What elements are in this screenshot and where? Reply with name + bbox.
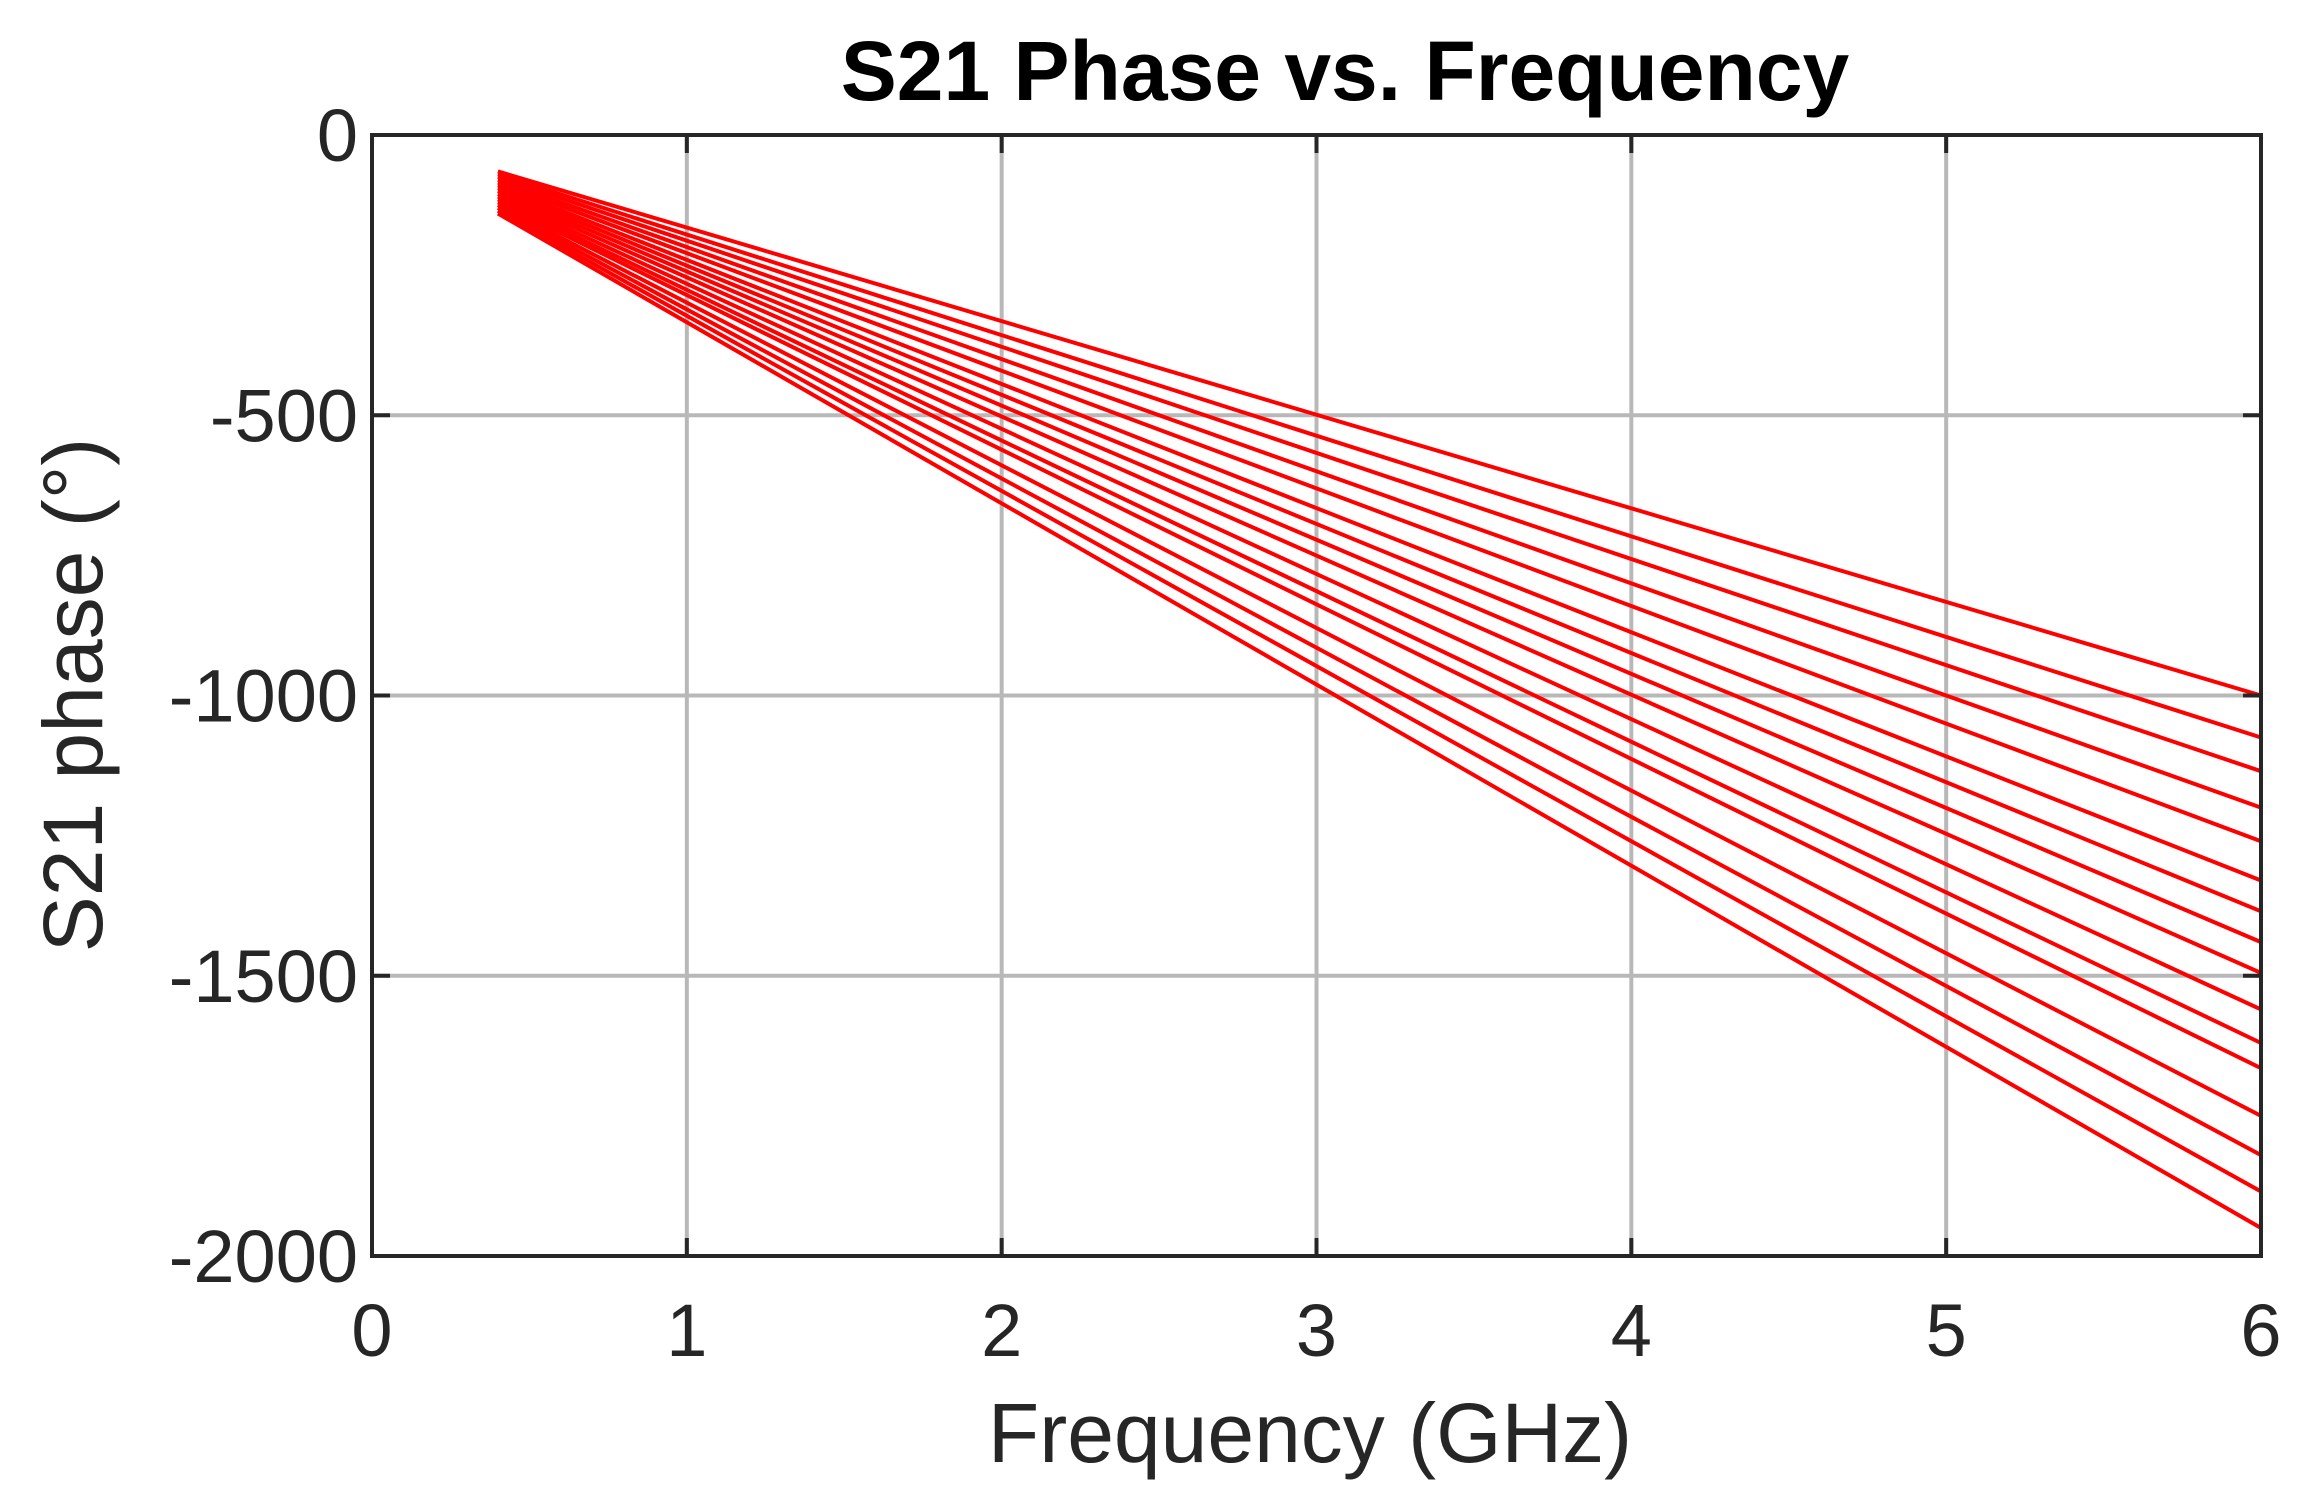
series-line-16 — [496, 211, 2262, 1230]
series-line-6 — [497, 183, 2262, 883]
y-tick-label: -1500 — [169, 935, 358, 1018]
series-line-3 — [497, 175, 2262, 774]
y-tick-label: -1000 — [169, 655, 358, 738]
series-line-5 — [497, 180, 2262, 844]
series-line-7 — [497, 186, 2262, 914]
y-tick-labels: 0 -500 -1000 -1500 -2000 — [169, 94, 358, 1298]
series-line-12 — [497, 200, 2262, 1070]
x-tick-label: 6 — [2240, 1289, 2281, 1372]
y-tick-label: 0 — [317, 94, 358, 177]
series-line-8 — [497, 189, 2262, 944]
y-axis-label: S21 phase (°) — [26, 438, 120, 953]
series-line-14 — [496, 206, 2262, 1157]
series-line-10 — [497, 194, 2262, 1012]
series-line-4 — [497, 177, 2262, 810]
x-tick-label: 4 — [1611, 1289, 1652, 1372]
series-line-13 — [496, 203, 2262, 1118]
series-line-11 — [497, 197, 2262, 1045]
series-line-15 — [496, 208, 2262, 1194]
tick-marks — [370, 133, 2263, 1258]
y-tick-label: -2000 — [169, 1215, 358, 1298]
x-tick-labels: 0 1 2 3 4 5 6 — [351, 1289, 2281, 1372]
x-tick-label: 3 — [1296, 1289, 1337, 1372]
x-tick-label: 2 — [981, 1289, 1022, 1372]
series-line-2 — [497, 172, 2262, 740]
series-line-9 — [497, 192, 2262, 975]
series-line-1 — [497, 169, 2262, 698]
y-tick-label: -500 — [210, 374, 358, 457]
x-tick-label: 0 — [351, 1289, 392, 1372]
x-axis-label: Frequency (GHz) — [988, 1386, 1632, 1480]
x-tick-label: 1 — [666, 1289, 707, 1372]
chart-title: S21 Phase vs. Frequency — [841, 24, 1850, 118]
x-tick-label: 5 — [1926, 1289, 1967, 1372]
series-lines — [496, 169, 2262, 1230]
